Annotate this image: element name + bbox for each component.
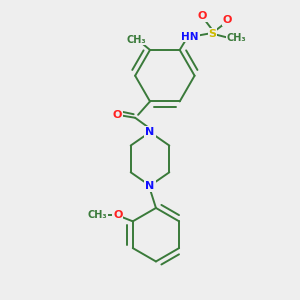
- Text: S: S: [208, 28, 216, 39]
- Text: O: O: [223, 15, 232, 25]
- Text: CH₃: CH₃: [226, 33, 246, 43]
- Text: CH₃: CH₃: [87, 210, 107, 220]
- Text: N: N: [146, 127, 154, 137]
- Text: CH₃: CH₃: [127, 34, 146, 45]
- Text: O: O: [113, 210, 123, 220]
- Text: N: N: [146, 181, 154, 191]
- Text: O: O: [197, 11, 207, 21]
- Text: HN: HN: [182, 32, 199, 42]
- Text: O: O: [112, 110, 122, 120]
